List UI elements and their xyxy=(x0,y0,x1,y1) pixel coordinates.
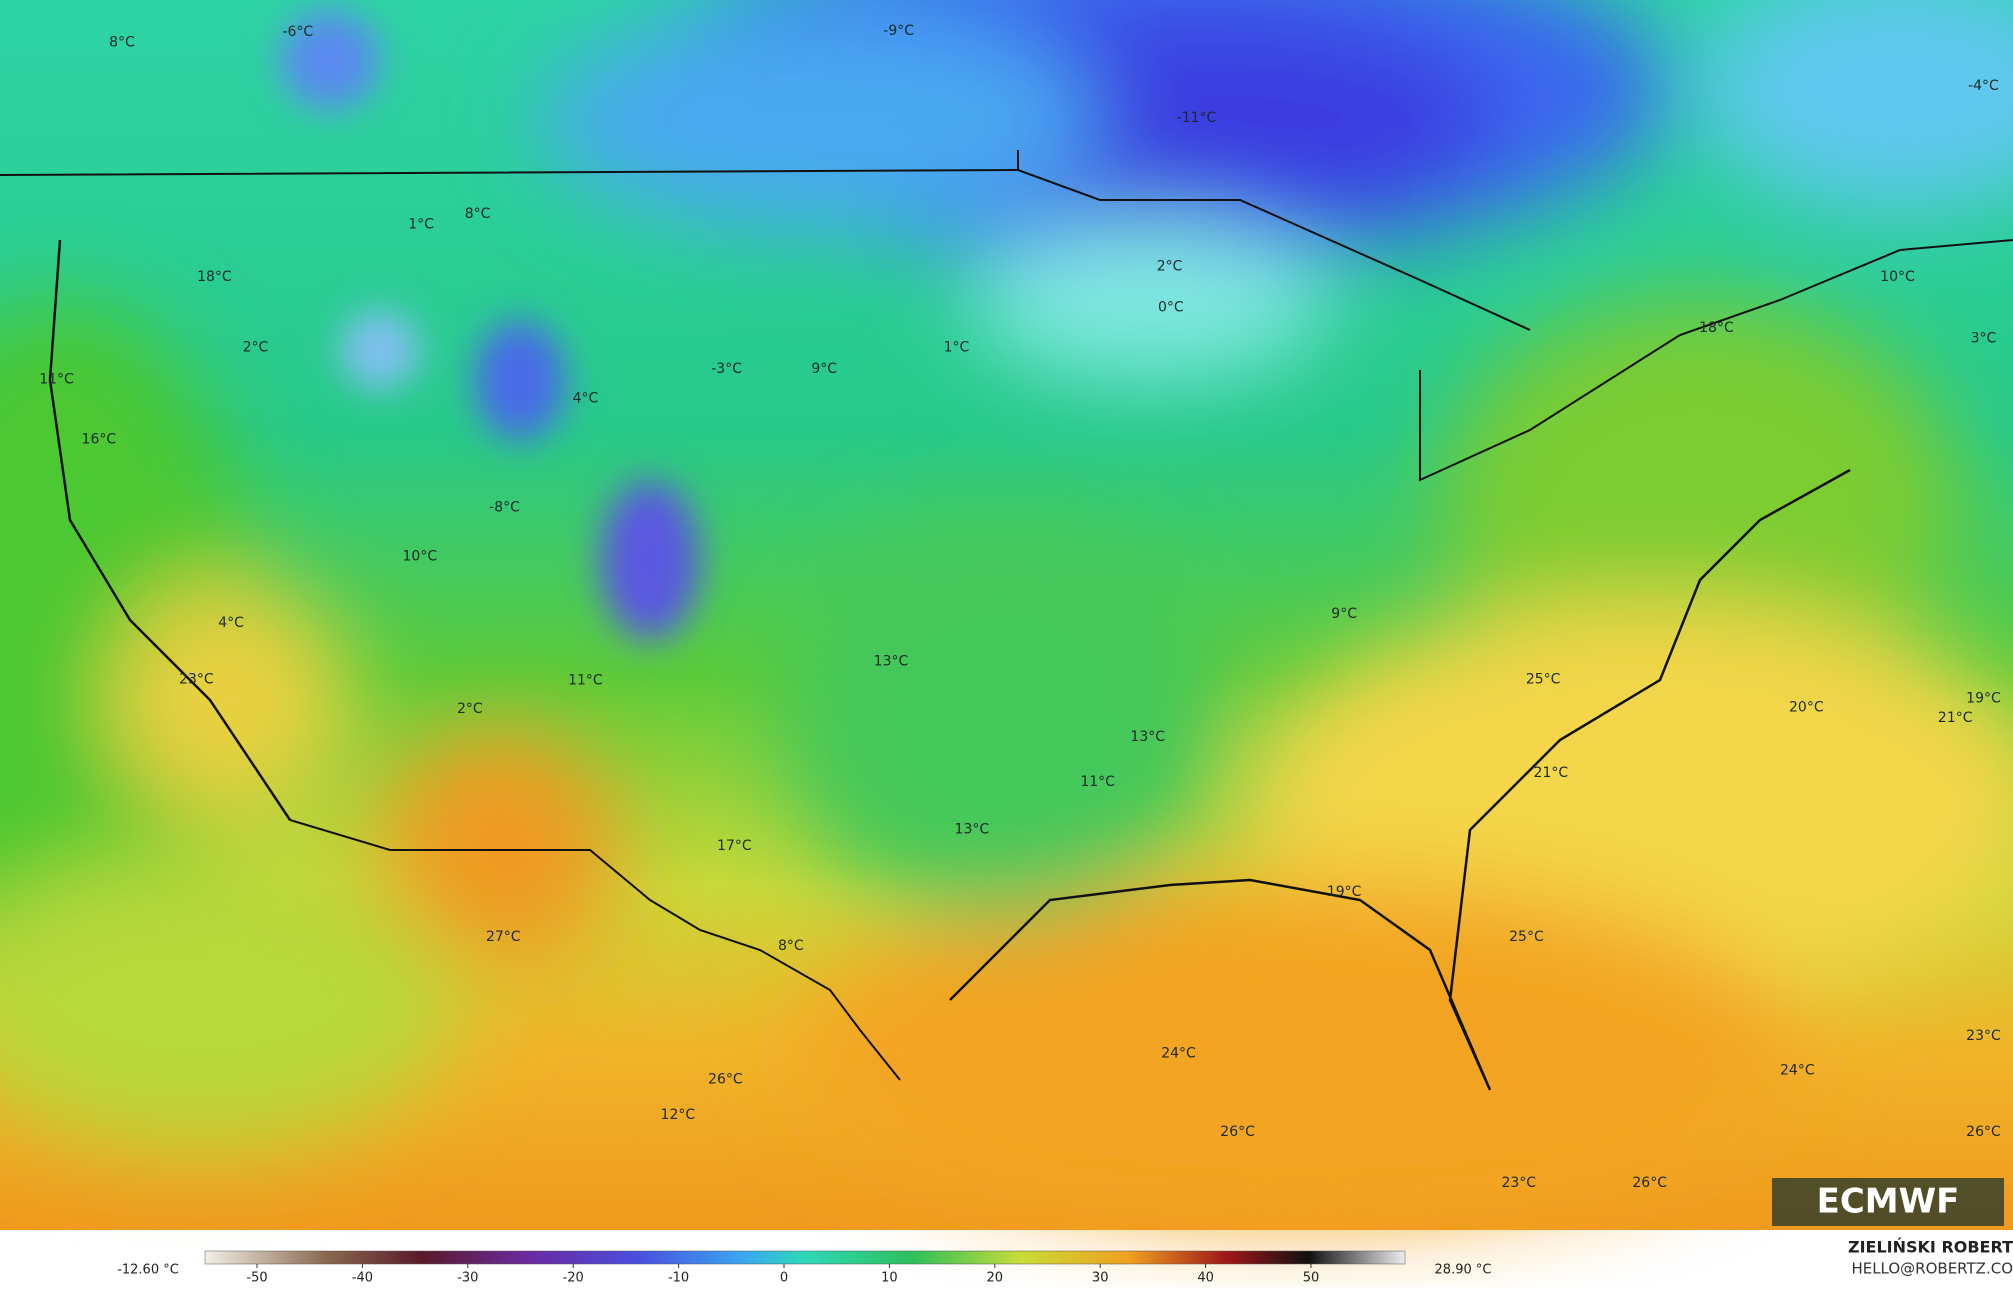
temperature-label: 2°C xyxy=(1157,259,1183,275)
temperature-label: 19°C xyxy=(1966,691,2001,707)
temperature-label: 12°C xyxy=(661,1107,696,1123)
temperature-label: 16°C xyxy=(82,432,117,448)
temperature-label: 21°C xyxy=(1938,710,1973,726)
temperature-label: 11°C xyxy=(1080,774,1115,790)
temperature-label: 27°C xyxy=(486,929,521,945)
temperature-label: 18°C xyxy=(1699,320,1734,336)
temperature-label: 11°C xyxy=(568,673,603,689)
temperature-label: 2°C xyxy=(243,339,269,355)
temperature-label: 17°C xyxy=(717,838,752,854)
temperature-label: 8°C xyxy=(465,206,491,222)
colorbar xyxy=(204,1250,1406,1265)
temperature-label: 0°C xyxy=(1158,300,1184,316)
temperature-label: 4°C xyxy=(218,615,244,631)
temperature-label: 9°C xyxy=(1331,606,1357,622)
temperature-label: 23°C xyxy=(1501,1175,1536,1191)
colorbar-tick-label: -40 xyxy=(352,1271,373,1286)
temperature-label: 2°C xyxy=(457,701,483,717)
temperature-label: 24°C xyxy=(1161,1046,1196,1062)
colorbar-tick-label: -30 xyxy=(457,1271,478,1286)
temperature-label: 20°C xyxy=(1789,700,1824,716)
colorbar-min-label: -12.60 °C xyxy=(117,1263,179,1278)
colorbar-tick-label: 50 xyxy=(1303,1271,1320,1286)
temperature-label: 13°C xyxy=(874,653,909,669)
temperature-label: 26°C xyxy=(1632,1175,1667,1191)
temperature-label: 26°C xyxy=(1220,1124,1255,1140)
colorbar-tick-label: 0 xyxy=(780,1271,788,1286)
temperature-label: 4°C xyxy=(573,391,599,407)
colorbar-tick-label: 20 xyxy=(987,1271,1004,1286)
temperature-label: 13°C xyxy=(1130,729,1165,745)
colorbar-tick-label: -20 xyxy=(563,1271,584,1286)
temperature-label: 8°C xyxy=(109,34,135,50)
temperature-label: 23°C xyxy=(179,671,214,687)
colorbar-tick-label: 40 xyxy=(1197,1271,1214,1286)
colorbar-max-label: 28.90 °C xyxy=(1435,1263,1492,1278)
temperature-label: 25°C xyxy=(1509,929,1544,945)
temperature-label: -9°C xyxy=(883,23,914,39)
temperature-label: 23°C xyxy=(1966,1028,2001,1044)
temperature-field xyxy=(0,0,2013,1230)
credit-contact: HELLO@ROBERTZ.CO xyxy=(1851,1260,2013,1278)
temperature-label: 8°C xyxy=(778,938,804,954)
temperature-label: -8°C xyxy=(489,500,520,516)
temperature-label: -6°C xyxy=(282,24,313,40)
temperature-label: -4°C xyxy=(1968,78,1999,94)
temperature-label: -3°C xyxy=(711,361,742,377)
colorbar-tick-label: 10 xyxy=(881,1271,898,1286)
temperature-label: 9°C xyxy=(811,361,837,377)
temperature-label: 1°C xyxy=(944,339,970,355)
temperature-label: -11°C xyxy=(1177,110,1217,126)
temperature-label: 26°C xyxy=(708,1071,743,1087)
colorbar-tick-label: -10 xyxy=(668,1271,689,1286)
temperature-label: 10°C xyxy=(1880,269,1915,285)
logo-box xyxy=(1772,1178,2004,1226)
temperature-label: 3°C xyxy=(1971,330,1997,346)
temperature-label: 26°C xyxy=(1966,1124,2001,1140)
temperature-label: 11°C xyxy=(39,371,74,387)
logo: ECMWF xyxy=(1817,1182,1960,1222)
colorbar-tick-label: -50 xyxy=(246,1271,267,1286)
temperature-label: 21°C xyxy=(1534,765,1569,781)
temperature-label: 19°C xyxy=(1327,884,1362,900)
temperature-label: 18°C xyxy=(197,269,232,285)
temperature-label: 13°C xyxy=(955,821,990,837)
temperature-label: 24°C xyxy=(1780,1062,1815,1078)
temperature-label: 25°C xyxy=(1526,671,1561,687)
temperature-label: 1°C xyxy=(408,216,434,232)
temperature-label: 10°C xyxy=(403,548,438,564)
credit-author: ZIELIŃSKI ROBERT xyxy=(1848,1238,2013,1257)
colorbar-tick-label: 30 xyxy=(1092,1271,1109,1286)
